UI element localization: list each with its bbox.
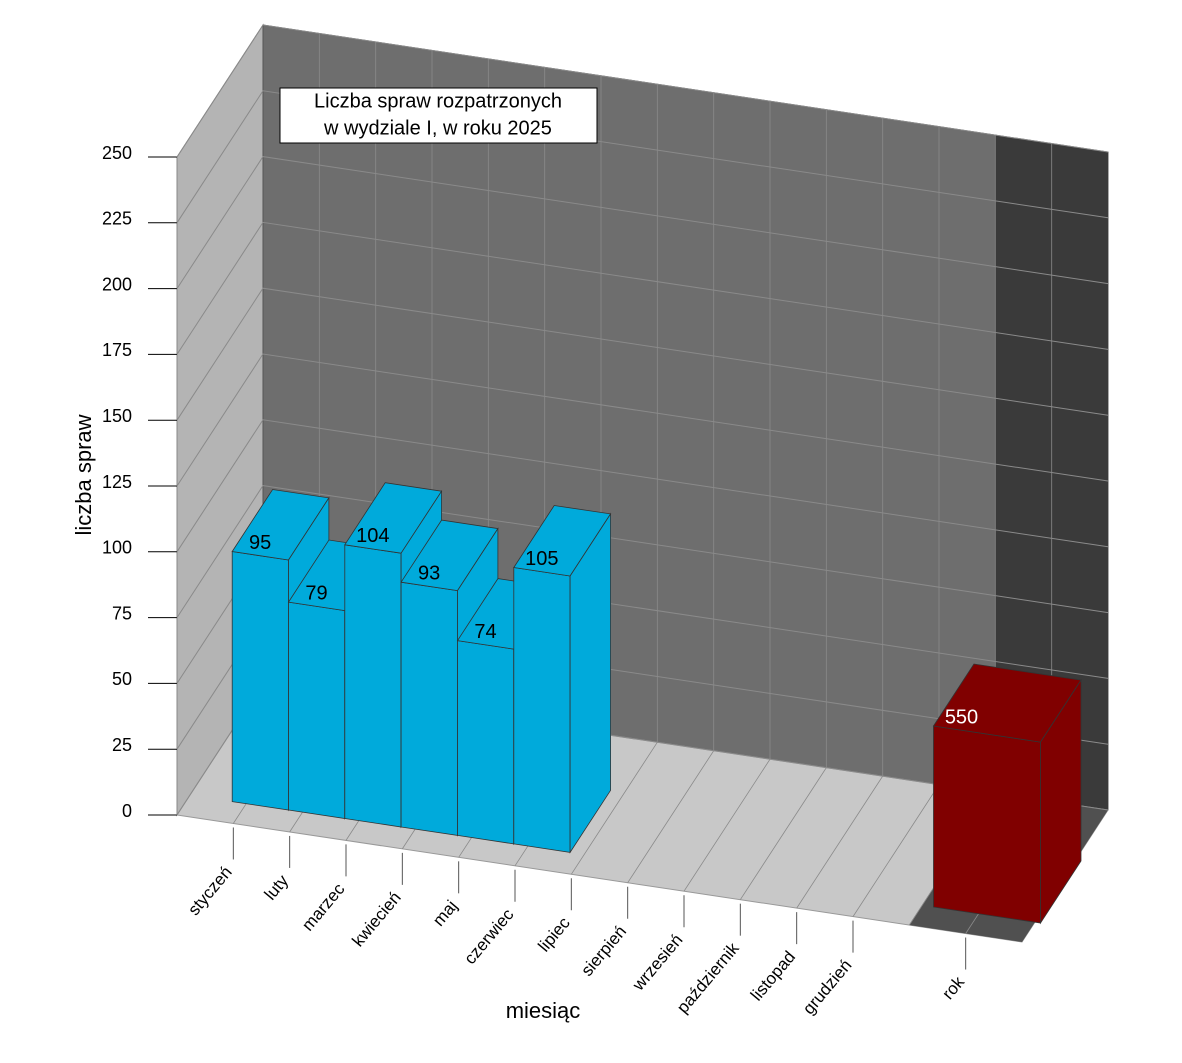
y-tick-label: 225 [102, 209, 132, 229]
value-label: 93 [418, 562, 440, 584]
y-tick-label: 150 [102, 406, 132, 426]
x-tick-label: rok [938, 972, 968, 1003]
slot-line [570, 84, 658, 875]
x-tick-label: październik [673, 939, 743, 1017]
title-box [279, 87, 598, 144]
x-tick-label: kwiecień [348, 888, 404, 950]
x-tick-label: styczeń [184, 863, 236, 919]
value-label: 104 [356, 525, 389, 547]
bar-front [457, 640, 515, 845]
x-tick-label: lipiec [534, 913, 574, 955]
bar-front [400, 581, 458, 836]
y-tick-label: 125 [102, 472, 132, 492]
x-tick-label: czerwiec [460, 905, 517, 968]
slot-line [739, 109, 827, 900]
bar-front [231, 551, 289, 811]
x-tick-label: listopad [747, 947, 799, 1004]
x-tick-label: grudzień [799, 956, 855, 1018]
x-tick-label: maj [429, 897, 461, 930]
x-tick-label: luty [261, 871, 293, 904]
bar-side [1040, 678, 1082, 925]
y-tick-label: 0 [122, 801, 132, 821]
value-label: 74 [474, 621, 496, 643]
value-label: 95 [249, 532, 271, 554]
slot-line [683, 101, 771, 892]
x-tick-label: marzec [298, 879, 349, 934]
bar-front [513, 567, 571, 853]
x-tick-label: sierpień [577, 922, 630, 980]
x-tick-label: wrzesień [628, 930, 686, 994]
chart-title: w wydziale I, w roku 2025 [323, 117, 552, 139]
bar-front [344, 544, 402, 828]
y-tick-label: 50 [112, 669, 132, 689]
y-tick-label: 175 [102, 340, 132, 360]
value-label: 79 [305, 582, 327, 604]
bar-front [933, 725, 1041, 924]
bar-side [569, 512, 611, 854]
bar-front [288, 601, 346, 819]
y-tick-label: 250 [102, 143, 132, 163]
grid-line [176, 24, 1109, 158]
x-axis-label: miesiąc [506, 998, 581, 1023]
slot-line [627, 92, 715, 883]
y-tick-label: 100 [102, 538, 132, 558]
value-label: 550 [945, 706, 978, 728]
y-axis-label: liczba spraw [71, 414, 96, 535]
y-tick-label: 75 [112, 603, 132, 623]
value-label: 105 [525, 548, 558, 570]
chart-title: Liczba spraw rozpatrzonych [314, 90, 562, 112]
bars: 95 79 104 93 74 105 550 [231, 482, 1082, 925]
slot-line [796, 118, 884, 909]
y-tick-label: 200 [102, 274, 132, 294]
y-tick-label: 25 [112, 735, 132, 755]
